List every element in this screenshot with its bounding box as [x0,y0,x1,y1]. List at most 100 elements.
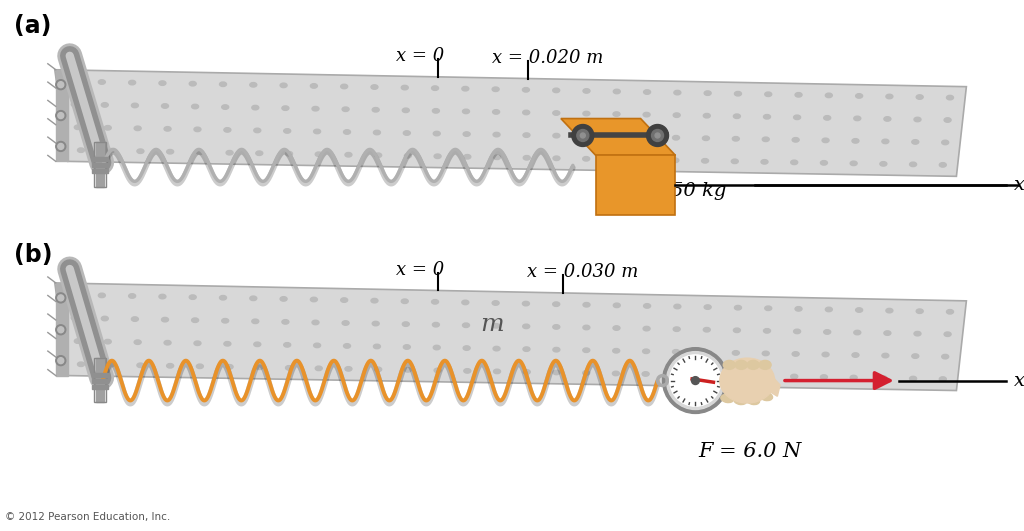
Ellipse shape [882,353,889,358]
Ellipse shape [401,85,409,90]
Circle shape [55,110,66,121]
Ellipse shape [343,344,350,348]
Ellipse shape [433,345,440,350]
Ellipse shape [462,87,469,91]
Ellipse shape [856,308,862,312]
Polygon shape [766,376,780,396]
Circle shape [571,125,594,147]
Ellipse shape [463,109,469,114]
Ellipse shape [723,361,735,370]
Ellipse shape [432,322,439,327]
Text: (b): (b) [14,243,52,267]
Ellipse shape [493,323,500,328]
Ellipse shape [189,81,197,86]
Ellipse shape [404,367,412,372]
Ellipse shape [850,375,857,380]
Ellipse shape [256,365,263,370]
Ellipse shape [68,293,75,297]
Ellipse shape [375,367,382,372]
Ellipse shape [612,157,620,161]
Circle shape [57,327,63,333]
Ellipse shape [250,82,257,87]
Circle shape [577,130,589,141]
Ellipse shape [224,341,230,346]
Circle shape [57,113,63,118]
Ellipse shape [644,90,650,95]
Ellipse shape [733,114,740,118]
Ellipse shape [553,324,560,329]
Ellipse shape [222,105,228,109]
Ellipse shape [286,366,293,370]
Ellipse shape [310,84,317,88]
Ellipse shape [644,304,650,308]
Ellipse shape [341,298,348,302]
Ellipse shape [372,108,379,112]
Circle shape [57,358,63,364]
Ellipse shape [313,343,321,348]
Ellipse shape [134,340,141,345]
Ellipse shape [431,86,438,90]
Ellipse shape [164,340,171,345]
Bar [596,156,676,215]
Ellipse shape [946,96,953,100]
Ellipse shape [226,365,233,369]
Ellipse shape [464,155,471,159]
Ellipse shape [402,322,410,327]
Ellipse shape [705,305,711,310]
Ellipse shape [343,130,350,134]
Ellipse shape [493,301,499,305]
Circle shape [581,133,586,138]
Ellipse shape [916,309,924,313]
Ellipse shape [284,342,291,347]
Ellipse shape [219,82,226,87]
Ellipse shape [523,370,530,374]
Ellipse shape [916,95,924,99]
Ellipse shape [129,294,135,298]
Ellipse shape [75,125,81,130]
Ellipse shape [794,329,801,333]
Ellipse shape [674,90,681,95]
Ellipse shape [720,358,774,403]
Ellipse shape [791,374,798,379]
Ellipse shape [250,296,257,301]
Ellipse shape [494,346,500,351]
Ellipse shape [101,102,109,107]
Ellipse shape [583,326,590,330]
Ellipse shape [463,132,470,136]
Ellipse shape [404,153,412,158]
Ellipse shape [194,341,201,346]
Ellipse shape [613,89,621,94]
Ellipse shape [72,316,78,320]
Ellipse shape [793,138,799,142]
Ellipse shape [315,366,323,371]
Ellipse shape [522,88,529,92]
Ellipse shape [553,156,560,160]
Ellipse shape [760,392,772,400]
Ellipse shape [493,87,499,91]
Ellipse shape [159,81,166,85]
Ellipse shape [721,395,733,402]
Ellipse shape [765,306,772,311]
Polygon shape [55,70,967,176]
Ellipse shape [75,339,81,344]
Ellipse shape [759,361,771,370]
Ellipse shape [909,376,916,381]
Ellipse shape [795,92,802,97]
Ellipse shape [374,130,381,135]
Polygon shape [55,283,967,390]
Ellipse shape [78,148,84,152]
Ellipse shape [313,129,321,134]
Circle shape [667,352,724,409]
Circle shape [55,141,66,151]
Ellipse shape [310,297,317,302]
Ellipse shape [911,140,919,144]
Ellipse shape [494,155,501,159]
Ellipse shape [312,320,319,324]
Ellipse shape [583,371,590,375]
Ellipse shape [673,349,680,354]
Bar [92,373,108,376]
Circle shape [57,295,63,301]
Ellipse shape [613,112,620,116]
Ellipse shape [553,133,560,138]
Ellipse shape [256,151,263,156]
